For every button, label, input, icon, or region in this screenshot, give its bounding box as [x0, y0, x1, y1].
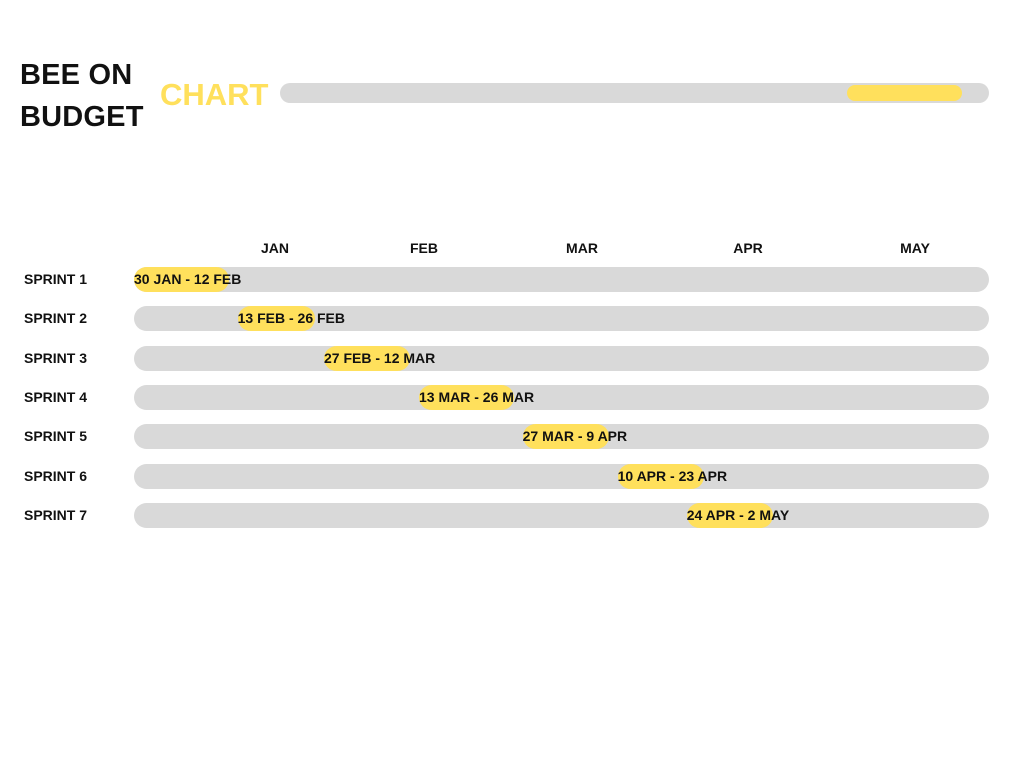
sprint-5-bar[interactable]: 27 MAR - 9 APR: [522, 424, 627, 449]
sprint-4-label: SPRINT 4: [24, 389, 88, 405]
sprint-1-bar[interactable]: 30 JAN - 12 FEB: [134, 267, 241, 292]
sprint-2-bar[interactable]: 13 FEB - 26 FEB: [237, 306, 345, 331]
sprint-1-label: SPRINT 1: [24, 271, 88, 287]
month-label-may: MAY: [900, 240, 930, 256]
sprint-7-label: SPRINT 7: [24, 507, 88, 523]
sprint-1-track: [134, 267, 989, 292]
sprint-7-bar[interactable]: 24 APR - 2 MAY: [686, 503, 789, 528]
header-progress-track: [280, 83, 989, 103]
month-label-mar: MAR: [566, 240, 598, 256]
sprint-6-bar[interactable]: 10 APR - 23 APR: [617, 464, 727, 489]
sprint-6-label: SPRINT 6: [24, 468, 88, 484]
sprint-6-track: [134, 464, 989, 489]
sprint-4-bar[interactable]: 13 MAR - 26 MAR: [419, 385, 534, 410]
month-label-jan: JAN: [260, 240, 290, 256]
sprint-2-label: SPRINT 2: [24, 310, 88, 326]
title-accent: CHART: [160, 77, 269, 112]
title-line-2: BUDGET: [20, 101, 144, 133]
month-label-apr: APR: [733, 240, 763, 256]
month-label-feb: FEB: [410, 240, 438, 256]
sprint-7-track: [134, 503, 989, 528]
header-progress-fill: [847, 85, 963, 101]
sprint-5-label: SPRINT 5: [24, 428, 88, 444]
sprint-4-track: [134, 385, 989, 410]
sprint-3-track: [134, 346, 989, 371]
sprint-3-bar[interactable]: 27 FEB - 12 MAR: [324, 346, 435, 371]
sprint-3-label: SPRINT 3: [24, 350, 88, 366]
title-line-1: BEE ON: [20, 59, 133, 91]
chart-title: BEE ON BUDGET: [20, 54, 160, 138]
